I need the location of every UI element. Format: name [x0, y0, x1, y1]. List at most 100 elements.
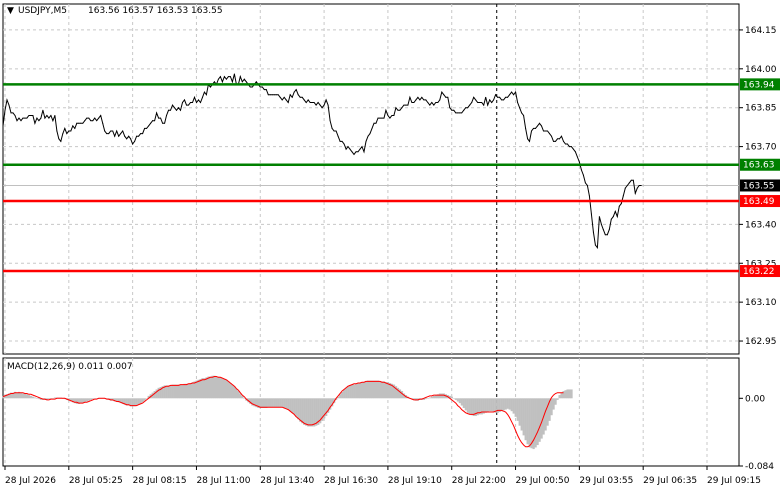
macd-histogram-bar	[309, 398, 312, 427]
macd-histogram-bar	[452, 398, 455, 399]
macd-histogram-bar	[119, 398, 122, 404]
price-point	[64, 127, 66, 129]
level-tag-label: 163.63	[743, 161, 775, 171]
macd-histogram-bar	[183, 383, 186, 399]
macd-histogram-bar	[307, 398, 310, 427]
macd-histogram-bar	[470, 398, 473, 416]
macd-histogram-bar	[357, 382, 360, 399]
price-point	[624, 187, 626, 189]
price-point	[305, 102, 307, 104]
price-point	[191, 102, 193, 104]
macd-histogram-bar	[482, 398, 485, 414]
macd-histogram-bar	[472, 398, 475, 417]
macd-histogram-bar	[157, 387, 160, 399]
symbol-label: USDJPY,M5	[18, 6, 67, 16]
macd-histogram-bar	[33, 397, 37, 399]
price-point	[156, 112, 158, 114]
y-tick-label: 163.85	[745, 104, 777, 114]
macd-histogram-bar	[129, 398, 132, 407]
price-point	[299, 96, 301, 98]
macd-histogram-bar	[281, 398, 284, 408]
price-point	[241, 81, 243, 83]
macd-histogram-bar	[291, 398, 294, 413]
macd-histogram-bar	[520, 398, 523, 431]
price-point	[608, 229, 610, 231]
price-point	[405, 104, 407, 106]
macd-histogram-bar	[51, 398, 55, 399]
macd-histogram-bar	[159, 387, 162, 399]
price-point	[227, 76, 229, 78]
price-point	[491, 102, 493, 104]
macd-histogram-bar	[468, 398, 471, 415]
price-point	[379, 117, 381, 119]
price-point	[100, 114, 102, 116]
macd-histogram-bar	[19, 392, 23, 399]
price-point	[72, 125, 74, 127]
x-tick-label: 28 Jul 08:15	[133, 476, 187, 486]
macd-histogram-bar	[305, 398, 308, 426]
macd-histogram-bar	[21, 393, 25, 399]
price-point	[28, 114, 30, 116]
macd-histogram-bar	[329, 398, 332, 410]
macd-histogram-bar	[233, 386, 236, 399]
macd-histogram-bar	[219, 377, 222, 399]
price-point	[24, 117, 26, 119]
dropdown-arrow-icon[interactable]: ▼	[7, 6, 14, 16]
macd-histogram-bar	[3, 395, 7, 399]
price-point	[415, 99, 417, 101]
price-point	[441, 91, 443, 93]
price-point	[319, 104, 321, 106]
price-point	[52, 120, 54, 122]
macd-histogram-bar	[392, 384, 396, 399]
macd-histogram-bar	[518, 398, 521, 426]
macd-histogram-bar	[71, 398, 75, 403]
price-point	[88, 117, 90, 119]
macd-histogram-bar	[317, 398, 320, 425]
macd-histogram-bar	[229, 382, 232, 399]
macd-histogram-bar	[564, 390, 567, 399]
macd-histogram-bar	[486, 398, 489, 412]
price-point	[178, 107, 180, 109]
price-point	[325, 99, 327, 101]
price-point	[122, 130, 124, 132]
macd-histogram-bar	[554, 398, 557, 405]
macd-histogram-bar	[155, 389, 158, 399]
price-point	[90, 120, 92, 122]
macd-histogram-bar	[83, 398, 86, 403]
macd-histogram-bar	[161, 386, 164, 399]
price-point	[592, 231, 594, 233]
price-point	[46, 114, 48, 116]
macd-histogram-bar	[127, 398, 130, 406]
price-point	[22, 117, 24, 119]
level-tag	[740, 158, 780, 171]
macd-histogram-bar	[478, 398, 481, 415]
price-point	[423, 99, 425, 101]
price-point	[507, 96, 509, 98]
price-point	[513, 94, 515, 96]
price-point	[467, 107, 469, 109]
y-tick-label: 162.95	[745, 337, 777, 347]
price-point	[620, 203, 622, 205]
macd-histogram-bar	[175, 384, 178, 399]
macd-histogram-bar	[428, 397, 432, 399]
macd-histogram-bar	[117, 398, 120, 403]
price-point	[146, 127, 148, 129]
macd-histogram-bar	[374, 380, 378, 399]
price-point	[477, 102, 479, 104]
price-point	[285, 99, 287, 101]
price-point	[586, 184, 588, 186]
price-point	[614, 210, 616, 212]
price-point	[54, 114, 56, 116]
price-point	[321, 107, 323, 109]
price-point	[114, 135, 116, 137]
price-point	[493, 99, 495, 101]
price-point	[487, 104, 489, 106]
price-point	[588, 195, 590, 197]
price-point	[180, 109, 182, 111]
macd-histogram-bar	[560, 392, 563, 399]
price-point	[413, 102, 415, 104]
main-panel-border	[2, 3, 740, 355]
macd-histogram-bar	[135, 398, 138, 406]
price-point	[634, 192, 636, 194]
price-point	[554, 140, 556, 142]
